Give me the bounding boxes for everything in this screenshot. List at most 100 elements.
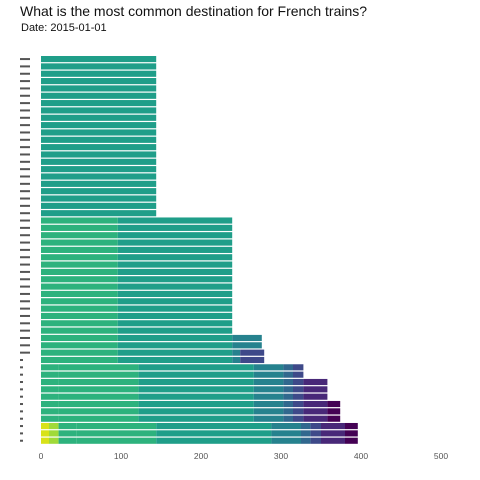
bar-8-segment-2 (138, 378, 254, 386)
y-label-mark-2 (20, 425, 23, 428)
bar-1-segment-4 (156, 430, 272, 437)
bar-2-segment-5 (271, 422, 301, 430)
y-label-mark-50 (20, 72, 30, 75)
bar-23-segment-1 (117, 268, 233, 275)
bar-10-segment-5 (293, 364, 304, 371)
y-label-mark-32 (20, 204, 30, 207)
y-label-mark-0 (20, 439, 23, 442)
bar-7-segment-0 (41, 386, 59, 393)
y-label-mark-23 (20, 270, 30, 273)
bar-20-segment-1 (117, 290, 233, 298)
bar-7-segment-4 (283, 386, 293, 393)
bar-4-segment-5 (293, 408, 304, 415)
y-label-mark-30 (20, 219, 30, 222)
bar-0-segment-3 (76, 437, 157, 444)
bar-5-segment-5 (293, 400, 304, 408)
bar-52-segment-0 (41, 56, 157, 63)
bar-0-segment-7 (310, 437, 321, 444)
bar-32-segment-0 (41, 202, 157, 209)
bar-35-segment-0 (41, 180, 157, 187)
bar-10-segment-3 (253, 364, 284, 371)
bar-0-segment-8 (321, 437, 345, 444)
bar-29-segment-0 (41, 224, 118, 231)
bar-33-segment-0 (41, 195, 157, 202)
bar-2-segment-6 (301, 422, 311, 430)
bar-0-segment-9 (345, 437, 358, 444)
bar-5-segment-4 (283, 400, 293, 408)
y-label-mark-5 (20, 403, 23, 406)
bar-3-segment-5 (293, 415, 304, 422)
bar-11-segment-0 (41, 356, 118, 364)
bar-0-segment-5 (271, 437, 301, 444)
y-label-mark-19 (20, 300, 30, 303)
bar-11-segment-3 (240, 356, 265, 364)
bar-22-segment-1 (117, 276, 233, 283)
bar-3-segment-4 (283, 415, 293, 422)
y-label-mark-40 (20, 146, 30, 149)
x-tick-label-0: 0 (39, 451, 44, 461)
chart-subtitle: Date: 2015-01-01 (21, 22, 107, 34)
bar-45-segment-0 (41, 107, 157, 114)
bar-39-segment-0 (41, 151, 157, 158)
y-label-mark-38 (20, 160, 30, 163)
bar-13-segment-1 (117, 342, 233, 349)
x-tick-label-1: 100 (114, 451, 128, 461)
bar-24-segment-0 (41, 261, 118, 268)
bar-50-segment-0 (41, 70, 157, 77)
bar-26-segment-0 (41, 246, 118, 253)
bar-9-segment-0 (41, 371, 59, 378)
y-label-mark-4 (20, 410, 23, 413)
bars-group (41, 56, 358, 444)
bar-12-segment-1 (117, 349, 233, 356)
y-label-mark-22 (20, 278, 30, 281)
y-label-mark-42 (20, 131, 30, 134)
bar-37-segment-0 (41, 166, 157, 173)
bar-3-segment-7 (327, 415, 341, 422)
y-label-mark-24 (20, 263, 30, 266)
x-axis-ticks: 0 100 200 300 400 500 (39, 451, 449, 461)
y-label-mark-25 (20, 256, 30, 259)
bar-1-segment-5 (271, 430, 301, 437)
bar-1-segment-7 (310, 430, 321, 437)
bar-14-segment-0 (41, 334, 118, 342)
bar-6-segment-2 (138, 393, 254, 400)
chart-title: What is the most common destination for … (20, 3, 368, 19)
bar-21-segment-0 (41, 283, 118, 290)
y-label-mark-46 (20, 102, 30, 105)
bar-30-segment-0 (41, 217, 118, 224)
bar-2-segment-2 (58, 422, 77, 430)
bar-5-segment-2 (138, 400, 254, 408)
bar-11-segment-1 (117, 356, 233, 364)
bar-10-segment-0 (41, 364, 59, 371)
bar-0-segment-4 (156, 437, 272, 444)
bar-6-segment-4 (283, 393, 293, 400)
bar-9-segment-2 (138, 371, 254, 378)
y-label-mark-6 (20, 395, 23, 398)
y-label-mark-21 (20, 285, 30, 288)
bar-7-segment-2 (138, 386, 254, 393)
bar-3-segment-2 (138, 415, 254, 422)
bar-42-segment-0 (41, 129, 157, 136)
y-label-mark-8 (20, 381, 23, 384)
bar-4-segment-6 (303, 408, 328, 415)
y-label-mark-44 (20, 116, 30, 119)
bar-9-segment-4 (283, 371, 293, 378)
bar-2-segment-0 (41, 422, 49, 430)
y-label-mark-49 (20, 80, 30, 83)
bar-5-segment-0 (41, 400, 59, 408)
bar-28-segment-0 (41, 232, 118, 239)
y-label-mark-37 (20, 168, 30, 171)
bar-1-segment-2 (58, 430, 77, 437)
bar-8-segment-5 (293, 378, 304, 386)
bar-16-segment-1 (117, 320, 233, 327)
bar-10-segment-2 (138, 364, 254, 371)
bar-4-segment-2 (138, 408, 254, 415)
y-label-mark-28 (20, 234, 30, 237)
bar-4-segment-1 (58, 408, 139, 415)
bar-1-segment-0 (41, 430, 49, 437)
bar-19-segment-0 (41, 298, 118, 305)
bar-15-segment-1 (117, 327, 233, 334)
bar-6-segment-0 (41, 393, 59, 400)
bar-36-segment-0 (41, 173, 157, 180)
bar-10-segment-1 (58, 364, 139, 371)
